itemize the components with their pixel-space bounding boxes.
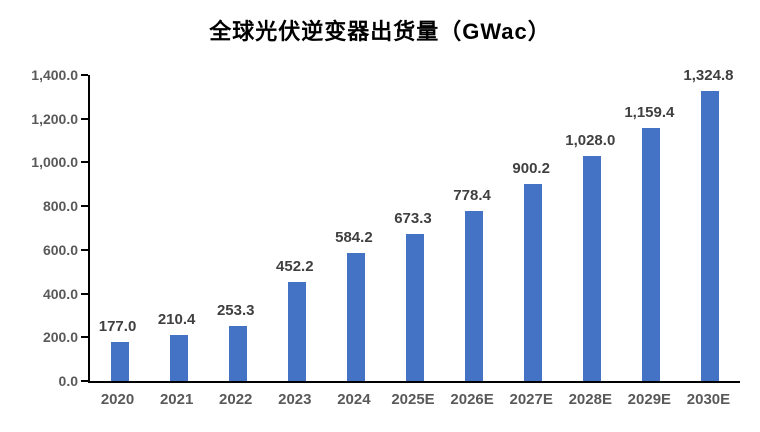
bar — [287, 282, 306, 381]
bar — [406, 233, 424, 381]
bar — [642, 127, 661, 381]
bar — [701, 91, 720, 381]
y-axis-tick-label: 1,400.0 — [31, 67, 78, 83]
y-axis-tick-mark — [81, 248, 88, 251]
bar — [465, 210, 484, 381]
bar-value-label: 584.2 — [335, 229, 373, 247]
bar-value-label: 452.2 — [276, 258, 314, 276]
bar — [583, 156, 602, 381]
y-axis-tick-label: 200.0 — [42, 329, 78, 346]
y-axis-tick-mark — [81, 117, 88, 120]
bar-value-label: 673.3 — [394, 209, 432, 227]
bar-value-label: 210.4 — [157, 311, 196, 328]
y-axis-tick-mark — [81, 74, 88, 76]
bar — [524, 184, 543, 381]
y-axis-tick-mark — [81, 292, 88, 295]
bar-value-label: 253.3 — [216, 301, 255, 319]
y-axis-tick-mark — [81, 205, 88, 208]
y-axis-tick-mark — [81, 380, 88, 382]
x-axis-label: 2022 — [219, 391, 253, 408]
y-axis-tick-label: 800.0 — [42, 198, 78, 215]
bar-value-label: 1,324.8 — [683, 67, 734, 85]
bar — [346, 253, 365, 381]
x-axis-label: 2023 — [278, 391, 312, 408]
x-axis-label: 2024 — [337, 391, 371, 408]
y-axis-tick-label: 0.0 — [58, 373, 78, 389]
y-axis-tick-label: 400.0 — [42, 285, 78, 302]
y-axis-tick-label: 1,000.0 — [31, 154, 78, 171]
y-axis-tick-mark — [81, 336, 88, 339]
bar-value-label: 778.4 — [453, 186, 491, 204]
bar-value-label: 1,159.4 — [624, 103, 675, 121]
x-axis-label: 2027E — [509, 391, 553, 408]
chart-title: 全球光伏逆变器出货量（GWac） — [209, 19, 551, 44]
x-axis-label: 2025E — [391, 391, 435, 408]
bar — [228, 325, 247, 381]
bar — [110, 342, 129, 381]
y-axis-tick-label: 1,200.0 — [31, 110, 78, 127]
bar-value-label: 900.2 — [512, 160, 550, 178]
x-axis-label: 2021 — [159, 391, 194, 408]
y-axis-tick-label: 600.0 — [42, 241, 78, 258]
bar-value-label: 1,028.0 — [565, 132, 616, 150]
x-axis-label: 2030E — [686, 391, 731, 408]
x-axis-label: 2020 — [100, 391, 135, 408]
bar-value-label: 177.0 — [98, 318, 137, 336]
x-axis-label: 2029E — [627, 391, 672, 408]
x-axis-label: 2028E — [568, 391, 612, 408]
y-axis-tick-mark — [81, 161, 88, 164]
x-axis-label: 2026E — [450, 391, 494, 408]
plot-area — [88, 75, 740, 383]
bar — [169, 335, 188, 381]
